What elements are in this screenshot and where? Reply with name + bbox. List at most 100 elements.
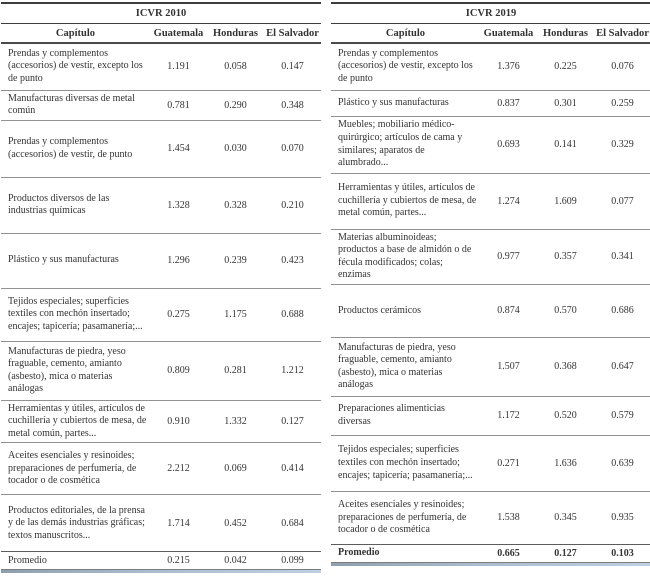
chapter-cell: Manufacturas diversas de metal común (8, 92, 135, 117)
chapter-cell: Muebles; mobiliario médico-quirúrgico; a… (338, 119, 463, 169)
average-label: Promedio (338, 547, 380, 559)
value-cell-guatemala: 1.507 (497, 361, 520, 373)
value-cell-el-salvador: 0.259 (611, 97, 634, 109)
value-cell-honduras: 0.452 (224, 517, 247, 529)
value-cell-honduras: 0.058 (224, 61, 247, 73)
value-cell-el-salvador: 0.070 (281, 143, 304, 155)
value-cell-guatemala: 0.665 (497, 547, 520, 559)
column-header-row: Capítulo Guatemala Honduras El Salvador (331, 23, 650, 44)
column-header-row: Capítulo Guatemala Honduras El Salvador (1, 23, 321, 44)
value-cell-guatemala: 0.809 (167, 365, 190, 377)
chapter-cell: Aceites esenciales y resinoides; prepara… (8, 450, 137, 487)
table-row: Productos cerámicos 0.874 0.570 0.686 (331, 284, 650, 338)
table-row: Preparaciones alimenticias diversas 1.17… (331, 396, 650, 436)
table-title: ICVR 2019 (331, 3, 650, 24)
table-row: Aceites esenciales y resinoides; prepara… (331, 491, 650, 545)
value-cell-guatemala: 0.910 (167, 416, 190, 428)
value-cell-guatemala: 1.172 (497, 410, 520, 422)
value-cell-el-salvador: 0.579 (611, 410, 634, 422)
value-cell-guatemala: 1.328 (167, 199, 190, 211)
value-cell-el-salvador: 0.935 (611, 512, 634, 524)
chapter-cell: Prendas y complementos (accesorios) de v… (338, 47, 473, 85)
chapter-cell: Productos diversos de las industrias quí… (8, 192, 110, 217)
value-cell-guatemala: 0.693 (497, 139, 520, 150)
table-title-row: ICVR 2010 (1, 3, 321, 24)
value-cell-el-salvador: 0.103 (611, 547, 634, 559)
table-row: Manufacturas de piedra, yeso fraguable, … (1, 341, 321, 401)
chapter-cell: Materias albuminoideas; productos a base… (338, 231, 472, 281)
icvr-2010-table-container: ICVR 2010 Capítulo Guatemala Honduras El… (1, 2, 321, 574)
value-cell-honduras: 0.520 (554, 410, 577, 422)
value-cell-guatemala: 1.191 (167, 61, 190, 73)
value-cell-el-salvador: 0.647 (611, 361, 634, 373)
value-cell-guatemala: 1.296 (167, 255, 190, 267)
table-title-row: ICVR 2019 (331, 3, 650, 24)
value-cell-guatemala: 0.837 (497, 97, 520, 109)
value-cell-el-salvador: 0.210 (281, 199, 304, 211)
chapter-cell: Tejidos especiales; superficies textiles… (338, 444, 473, 481)
value-cell-honduras: 0.290 (224, 99, 247, 111)
value-cell-honduras: 0.570 (554, 305, 577, 317)
value-cell-guatemala: 1.376 (497, 61, 520, 73)
value-cell-honduras: 0.281 (224, 365, 247, 377)
chapter-cell: Manufacturas de piedra, yeso fraguable, … (8, 345, 126, 395)
value-cell-guatemala: 0.271 (497, 457, 520, 469)
value-cell-honduras: 1.609 (554, 195, 577, 207)
column-header-guatemala: Guatemala (149, 23, 207, 44)
value-cell-honduras: 0.239 (224, 255, 247, 267)
value-cell-guatemala: 1.714 (167, 517, 190, 529)
value-cell-el-salvador: 0.341 (611, 251, 634, 263)
value-cell-el-salvador: 0.688 (281, 309, 304, 321)
value-cell-honduras: 0.345 (554, 512, 577, 524)
value-cell-el-salvador: 1.212 (281, 365, 304, 377)
value-cell-guatemala: 0.275 (167, 309, 190, 321)
value-cell-honduras: 0.069 (224, 463, 247, 475)
chapter-cell: Plástico y sus manufacturas (338, 96, 449, 108)
value-cell-el-salvador: 0.686 (611, 305, 634, 317)
value-cell-honduras: 0.127 (554, 547, 577, 559)
table-row: Plástico y sus manufacturas 1.296 0.239 … (1, 233, 321, 289)
table-bottom-accent-bar (331, 562, 650, 566)
chapter-cell: Plástico y sus manufacturas (8, 254, 119, 266)
table-row: Prendas y complementos (accesorios) de v… (1, 43, 321, 90)
value-cell-el-salvador: 0.076 (611, 61, 634, 73)
value-cell-honduras: 0.368 (554, 361, 577, 373)
table-row: Productos editoriales, de la prensa y de… (1, 495, 321, 552)
value-cell-guatemala: 0.781 (167, 99, 190, 111)
value-cell-honduras: 0.042 (224, 555, 247, 567)
table-row: Tejidos especiales; superficies textiles… (1, 288, 321, 342)
chapter-cell: Preparaciones alimenticias diversas (338, 403, 445, 427)
value-cell-el-salvador: 0.099 (281, 555, 304, 567)
column-header-el-salvador: El Salvador (263, 23, 321, 44)
value-cell-el-salvador: 0.147 (281, 61, 304, 73)
average-label: Promedio (8, 554, 47, 566)
chapter-cell: Prendas y complementos (accesorios) de v… (8, 136, 133, 160)
table-bottom-accent-bar (1, 570, 321, 574)
value-cell-honduras: 1.636 (554, 457, 577, 469)
chapter-cell: Herramientas y útiles, artículos de cuch… (8, 402, 147, 439)
value-cell-guatemala: 1.454 (167, 143, 190, 155)
value-cell-el-salvador: 0.127 (281, 416, 304, 428)
value-cell-honduras: 0.328 (224, 199, 247, 211)
column-header-capitulo: Capítulo (1, 23, 150, 44)
table-row: Herramientas y útiles, artículos de cuch… (331, 173, 650, 229)
chapter-cell: Herramientas y útiles, artículos de cuch… (338, 182, 477, 219)
average-row: Promedio 0.215 0.042 0.099 (1, 552, 321, 570)
icvr-2010-table: ICVR 2010 Capítulo Guatemala Honduras El… (1, 2, 321, 571)
table-row: Manufacturas de piedra, yeso fraguable, … (331, 337, 650, 397)
value-cell-guatemala: 0.874 (497, 305, 520, 317)
value-cell-el-salvador: 0.684 (281, 517, 304, 529)
table-row: Plástico y sus manufacturas 0.837 0.301 … (331, 90, 650, 116)
chapter-cell: Aceites esenciales y resinoides; prepara… (338, 498, 467, 536)
value-cell-el-salvador: 0.329 (611, 139, 634, 150)
table-row: Muebles; mobiliario médico-quirúrgico; a… (331, 116, 650, 173)
table-row: Materias albuminoideas; productos a base… (331, 229, 650, 285)
value-cell-honduras: 0.301 (554, 97, 577, 109)
value-cell-honduras: 0.030 (224, 143, 247, 155)
table-row: Productos diversos de las industrias quí… (1, 177, 321, 234)
average-row: Promedio 0.665 0.127 0.103 (331, 544, 650, 562)
value-cell-honduras: 0.357 (554, 251, 577, 263)
value-cell-honduras: 1.175 (224, 309, 247, 321)
value-cell-guatemala: 1.538 (497, 512, 520, 524)
value-cell-el-salvador: 0.348 (281, 99, 304, 111)
